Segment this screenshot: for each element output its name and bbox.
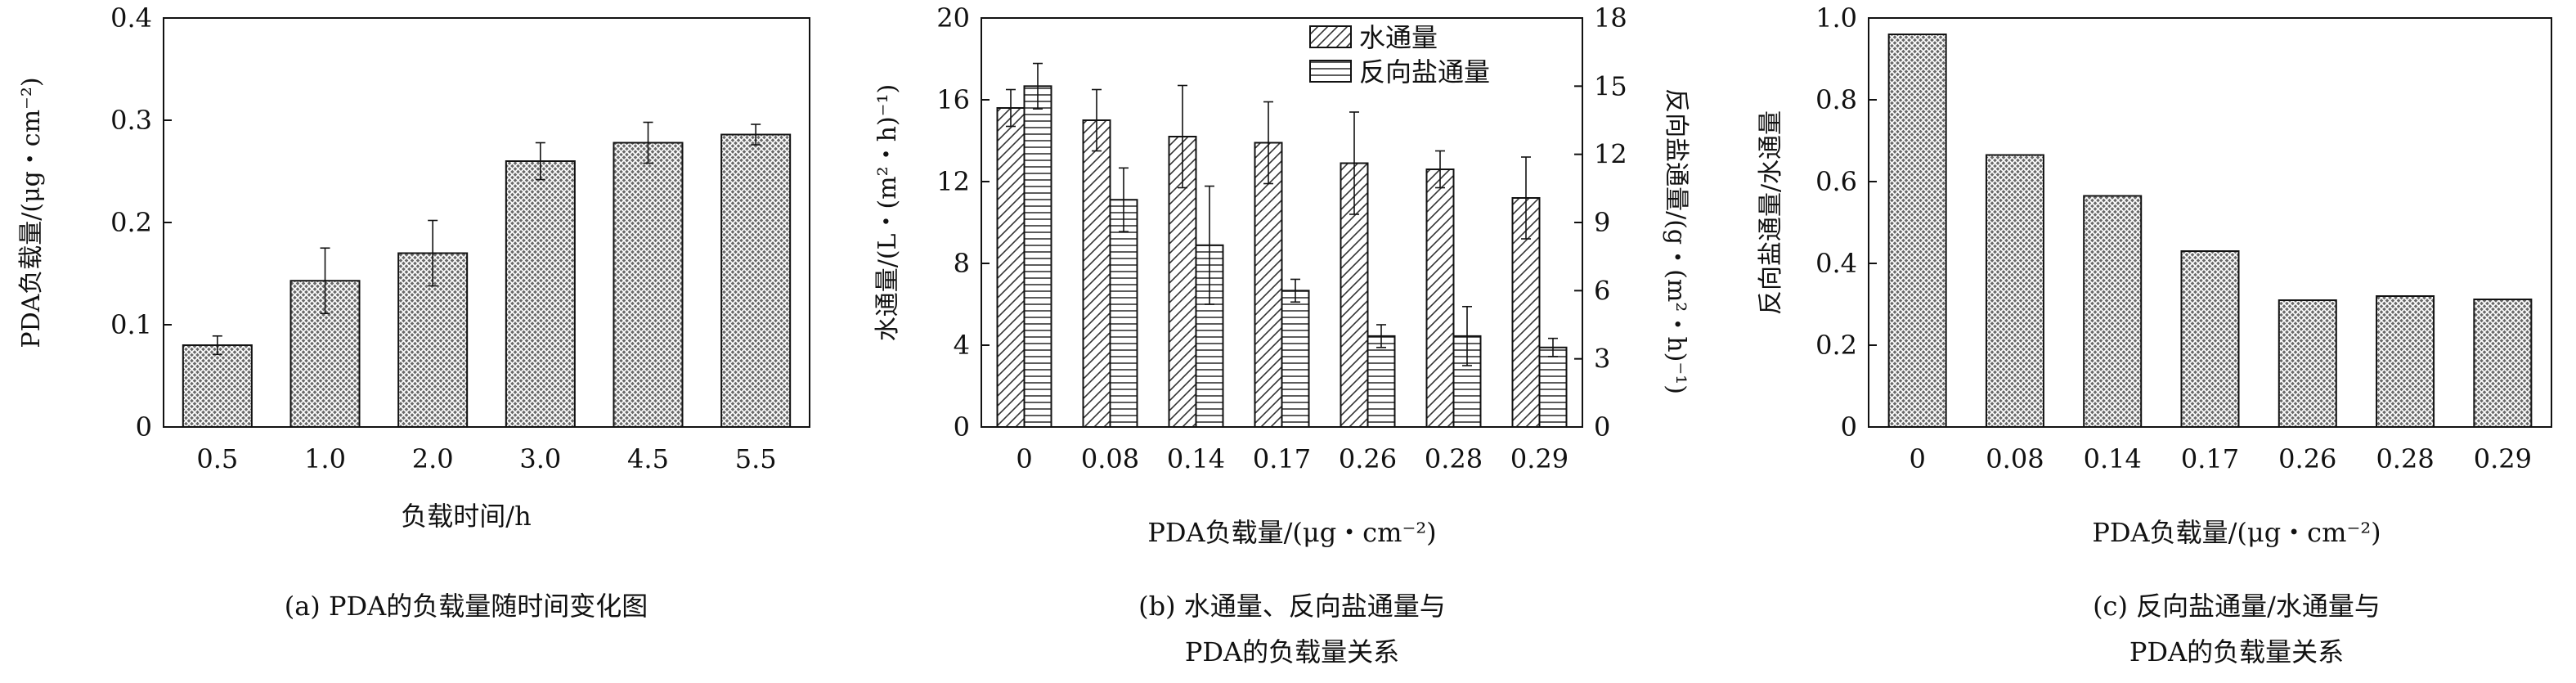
x-tick-label-a: 2.0: [412, 443, 454, 474]
bar-salt-flux-3: [1281, 290, 1310, 429]
x-tick-label-c: 0.26: [2278, 443, 2336, 474]
bar-salt-flux-0: [1023, 85, 1052, 428]
y-axis-title-left-b: 水通量/(L・(m²・h)⁻¹): [873, 84, 902, 342]
y-tick-label-right-b: 3: [1594, 344, 1610, 375]
legend-label-salt-flux: 反向盐通量: [1359, 56, 1490, 88]
x-tick-label-b: 0.29: [1510, 443, 1568, 474]
caption-b-line2: PDA的负载量关系: [1185, 636, 1399, 667]
x-tick-label-c: 0.29: [2474, 443, 2532, 474]
bar-loading-5: [720, 133, 792, 428]
x-tick-label-c: 0: [1909, 443, 1925, 474]
y-tick-label-right-b: 9: [1594, 207, 1610, 238]
x-tick-label-c: 0.08: [1986, 443, 2044, 474]
bar-ratio-0: [1887, 34, 1947, 428]
x-axis-title-b: PDA负载量/(μg・cm⁻²): [1147, 517, 1436, 548]
bar-ratio-1: [1985, 154, 2044, 428]
y-tick-label-c: 0.8: [1815, 84, 1857, 115]
caption-c-line1: (c) 反向盐通量/水通量与: [2093, 591, 2381, 622]
plot-frame-c: [1868, 17, 2552, 428]
plot-frame-b: [981, 17, 1583, 428]
bar-loading-4: [613, 142, 684, 428]
x-axis-title-c: PDA负载量/(μg・cm⁻²): [2092, 517, 2381, 548]
bar-water-flux-1: [1082, 119, 1111, 428]
y-tick-label-right-b: 12: [1594, 139, 1627, 170]
y-tick-label-b: 4: [954, 330, 970, 361]
y-tick-label-b: 20: [936, 2, 970, 34]
x-tick-label-b: 0.14: [1167, 443, 1225, 474]
y-tick-label-c: 1.0: [1815, 2, 1857, 34]
bar-loading-0: [182, 344, 253, 428]
legend-label-water-flux: 水通量: [1359, 22, 1438, 53]
x-axis-title-a: 负载时间/h: [401, 501, 531, 532]
bar-ratio-4: [2278, 299, 2337, 428]
y-tick-label-b: 8: [954, 248, 970, 279]
bar-loading-3: [505, 160, 576, 428]
chart-panel-c: 反向盐通量/水通量 PDA负载量/(μg・cm⁻²) (c) 反向盐通量/水通量…: [1757, 2, 2552, 667]
bar-water-flux-3: [1254, 142, 1283, 428]
y-tick-label-right-b: 0: [1594, 411, 1610, 443]
bar-salt-flux-4: [1367, 335, 1396, 428]
x-tick-label-b: 0.26: [1339, 443, 1397, 474]
y-tick-label-a: 0.2: [110, 207, 152, 238]
x-tick-label-b: 0.17: [1253, 443, 1311, 474]
x-tick-label-b: 0.08: [1081, 443, 1139, 474]
caption-b-line1: (b) 水通量、反向盐通量与: [1138, 591, 1446, 622]
plot-frame-a: [163, 17, 810, 428]
x-tick-label-c: 0.17: [2181, 443, 2239, 474]
chart-panel-b: 水通量/(L・(m²・h)⁻¹) 反向盐通量/(g・(m²・h)⁻¹) PDA负…: [873, 2, 1690, 667]
x-tick-label-b: 0: [1016, 443, 1032, 474]
y-tick-label-right-b: 18: [1594, 2, 1627, 34]
y-tick-label-b: 16: [936, 84, 970, 115]
y-tick-label-c: 0.4: [1815, 248, 1857, 279]
x-tick-label-a: 0.5: [196, 443, 238, 474]
y-tick-label-a: 0.1: [110, 309, 152, 340]
x-tick-label-a: 3.0: [519, 443, 561, 474]
bar-water-flux-0: [996, 107, 1025, 428]
bar-ratio-6: [2473, 299, 2533, 428]
legend-swatch-salt-flux: [1309, 60, 1352, 83]
bar-water-flux-5: [1425, 169, 1455, 428]
bar-ratio-3: [2180, 250, 2240, 428]
x-tick-label-a: 5.5: [735, 443, 777, 474]
chart-panel-a: PDA负载量/(μg・cm⁻²) 负载时间/h (a) PDA的负载量随时间变化…: [17, 2, 810, 622]
x-tick-label-c: 0.28: [2376, 443, 2434, 474]
caption-c-line2: PDA的负载量关系: [2129, 636, 2344, 667]
bar-ratio-2: [2083, 195, 2143, 428]
y-tick-label-right-b: 15: [1594, 70, 1627, 101]
bar-ratio-5: [2376, 295, 2435, 428]
bar-salt-flux-6: [1538, 346, 1568, 428]
y-axis-title-c: 反向盐通量/水通量: [1757, 110, 1785, 315]
y-tick-label-c: 0: [1841, 411, 1857, 443]
x-tick-label-a: 1.0: [304, 443, 346, 474]
x-tick-label-b: 0.28: [1425, 443, 1483, 474]
y-tick-label-c: 0.6: [1815, 166, 1857, 197]
y-tick-label-c: 0.2: [1815, 330, 1857, 361]
legend-swatch-water-flux: [1309, 25, 1352, 48]
y-tick-label-a: 0.4: [110, 2, 152, 34]
caption-a: (a) PDA的负载量随时间变化图: [285, 591, 648, 622]
y-axis-title-right-b: 反向盐通量/(g・(m²・h)⁻¹): [1662, 88, 1690, 394]
bar-salt-flux-1: [1109, 199, 1138, 428]
y-tick-label-a: 0.3: [110, 105, 152, 136]
y-tick-label-right-b: 6: [1594, 275, 1610, 306]
y-tick-label-a: 0: [136, 411, 152, 443]
x-tick-label-a: 4.5: [627, 443, 669, 474]
y-tick-label-b: 0: [954, 411, 970, 443]
x-tick-label-c: 0.14: [2084, 443, 2142, 474]
y-tick-label-b: 12: [936, 166, 970, 197]
y-axis-title-a: PDA负载量/(μg・cm⁻²): [17, 77, 46, 348]
